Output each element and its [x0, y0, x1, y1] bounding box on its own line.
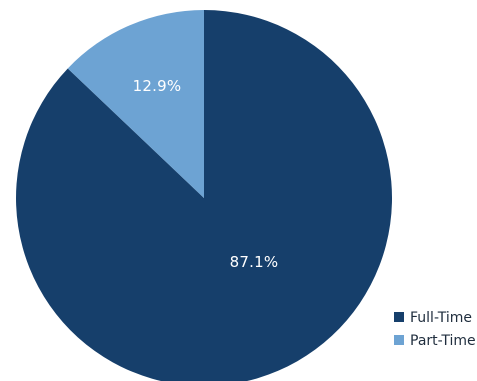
pie-slices — [16, 10, 393, 381]
legend-label-full-time: Full-Time — [410, 310, 472, 326]
data-label-full-time: 87.1% — [230, 253, 279, 271]
legend-swatch-part-time — [394, 335, 404, 345]
pie-labels: 87.1% 12.9% — [133, 77, 279, 271]
pie-slice-part-time — [67, 10, 205, 198]
pie-slice-full-time — [16, 10, 393, 381]
data-label-part-time: 12.9% — [133, 77, 182, 95]
legend-swatch-full-time — [394, 312, 404, 322]
legend: Full-Time Part-Time — [394, 310, 476, 349]
legend-label-part-time: Part-Time — [410, 333, 476, 349]
